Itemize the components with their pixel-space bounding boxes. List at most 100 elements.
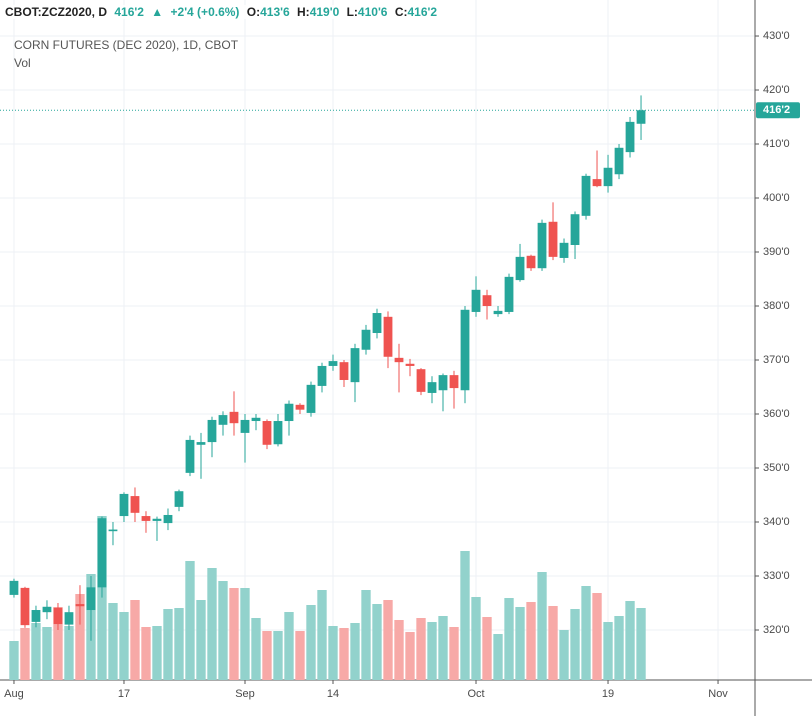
volume-bar xyxy=(31,623,41,680)
y-tick-label: 400'0 xyxy=(763,192,790,204)
volume-bar xyxy=(493,634,503,680)
candle-body xyxy=(504,276,514,312)
candle-body xyxy=(64,612,74,625)
volume-bar xyxy=(328,626,338,680)
volume-bar xyxy=(339,628,349,680)
volume-bar xyxy=(416,618,426,680)
last-price-box xyxy=(756,102,800,119)
candle-body xyxy=(163,514,173,524)
candle-body xyxy=(152,518,162,521)
volume-bar xyxy=(119,612,129,680)
candle-body xyxy=(97,518,107,588)
candle-body xyxy=(108,529,118,532)
y-tick-label: 430'0 xyxy=(763,30,790,42)
volume-bar xyxy=(526,602,536,680)
volume-bar xyxy=(438,616,448,680)
volume-bar xyxy=(515,607,525,680)
close-label: C: xyxy=(394,5,408,19)
volume-bar xyxy=(174,608,184,680)
volume-bar xyxy=(229,588,239,680)
candle-body xyxy=(240,419,250,433)
y-tick-label: 350'0 xyxy=(763,462,790,474)
volume-bar xyxy=(108,603,118,680)
volume-bar xyxy=(614,616,624,680)
y-tick-label: 340'0 xyxy=(763,516,790,528)
candle-body xyxy=(361,329,371,350)
volume-bar xyxy=(97,516,107,680)
candle-body xyxy=(570,214,580,245)
volume-bar xyxy=(592,593,602,680)
x-tick-label: Oct xyxy=(467,688,484,700)
volume-bar xyxy=(75,594,85,680)
volume-bar xyxy=(504,598,514,680)
candle-body xyxy=(339,362,349,380)
candle-body xyxy=(537,222,547,269)
candle-body xyxy=(20,587,30,626)
volume-bar xyxy=(372,604,382,680)
candle-body xyxy=(317,365,327,386)
candle-body xyxy=(394,357,404,363)
open-value: 413'6 xyxy=(260,5,290,19)
volume-bar xyxy=(152,626,162,680)
candle-body xyxy=(526,255,536,269)
low-value: 410'6 xyxy=(357,5,388,19)
y-tick-label: 420'0 xyxy=(763,84,790,96)
candle-body xyxy=(284,403,294,422)
open-label: O: xyxy=(246,5,261,19)
volume-bar xyxy=(559,630,569,680)
volume-bar xyxy=(603,622,613,680)
volume-bar xyxy=(383,600,393,680)
candle-body xyxy=(9,580,19,595)
y-tick-label: 380'0 xyxy=(763,300,790,312)
x-tick-label: 14 xyxy=(327,688,339,700)
candle-body xyxy=(141,516,151,521)
candle-body xyxy=(350,348,360,383)
y-tick-label: 370'0 xyxy=(763,354,790,366)
x-tick-label: 17 xyxy=(118,688,130,700)
volume-bar xyxy=(482,617,492,680)
candle-body xyxy=(636,110,646,124)
candle-body xyxy=(53,607,63,625)
y-tick-label: 410'0 xyxy=(763,138,790,150)
volume-bar xyxy=(20,628,30,680)
volume-bar xyxy=(130,600,140,680)
header: CBOT:ZCZ2020, D 416'2 ▲ +2'4 (+0.6%) O:4… xyxy=(5,5,442,19)
volume-bar xyxy=(537,572,547,680)
volume-bar xyxy=(295,631,305,680)
volume-bar xyxy=(284,612,294,680)
volume-bar xyxy=(53,607,63,680)
volume-bar xyxy=(625,601,635,680)
volume-bar xyxy=(207,568,217,680)
candle-body xyxy=(251,417,261,422)
candle-body xyxy=(592,179,602,187)
y-tick-label: 320'0 xyxy=(763,624,790,636)
volume-bar xyxy=(394,620,404,680)
candle-body xyxy=(262,421,272,445)
volume-bar xyxy=(570,609,580,680)
candle-body xyxy=(405,363,415,366)
candle-body xyxy=(416,369,426,392)
candle-body xyxy=(119,493,129,517)
volume-bar xyxy=(273,631,283,680)
chart-title: CORN FUTURES (DEC 2020), 1D, CBOT xyxy=(14,38,239,52)
candle-body xyxy=(229,411,239,424)
change-arrow: ▲ xyxy=(151,5,164,19)
candle-body xyxy=(482,295,492,307)
y-tick-label: 360'0 xyxy=(763,408,790,420)
x-tick-label: Sep xyxy=(235,688,255,700)
volume-bar xyxy=(42,627,52,680)
candle-body xyxy=(581,175,591,216)
candle-body xyxy=(31,610,41,622)
volume-bar xyxy=(350,623,360,680)
last-price: 416'2 xyxy=(114,5,144,19)
candle-body xyxy=(130,496,140,513)
last-price-label: 416'2 xyxy=(763,104,790,116)
y-tick-label: 390'0 xyxy=(763,246,790,258)
candle-body xyxy=(372,313,382,334)
x-tick-label: Aug xyxy=(4,688,24,700)
low-label: L: xyxy=(346,5,358,19)
candle-body xyxy=(273,421,283,445)
candle-body xyxy=(603,167,613,187)
candle-body xyxy=(207,419,217,443)
